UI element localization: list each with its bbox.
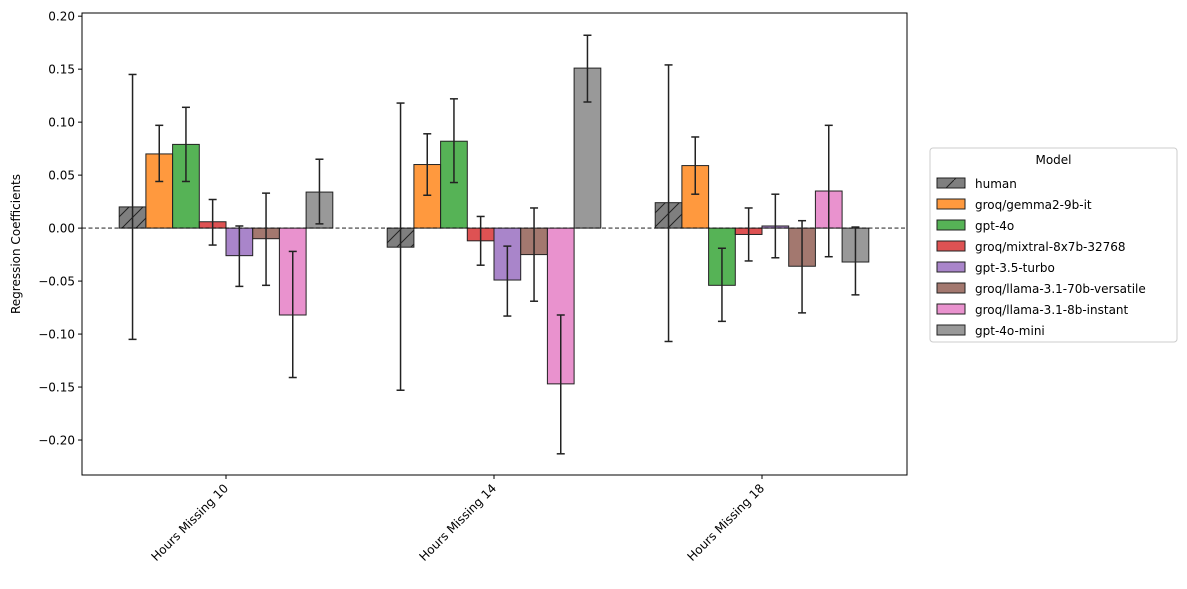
error-bar-groq-llama-3-1-70b-versatile-hours-missing-14	[530, 207, 539, 302]
legend-label: gpt-3.5-turbo	[975, 261, 1055, 275]
y-tick-label: 0.10	[48, 116, 75, 130]
y-tick-label: −0.10	[38, 328, 75, 342]
error-bar-gpt-4o-hours-missing-18	[717, 247, 726, 323]
legend-item-groq-mixtral-8x7b-32768: groq/mixtral-8x7b-32768	[936, 240, 1126, 254]
error-bar-groq-llama-3-1-70b-versatile-hours-missing-18	[798, 219, 807, 314]
error-bar-gpt-4o-hours-missing-10	[181, 106, 190, 183]
error-bar-groq-llama-3-1-70b-versatile-hours-missing-10	[262, 192, 271, 287]
error-bar-groq-gemma2-9b-it-hours-missing-10	[155, 124, 164, 183]
legend: Model human groq/gemma2-9b-it gpt-4o groq/m…	[929, 147, 1178, 343]
error-bar-groq-llama-3-1-8b-instant-hours-missing-10	[288, 250, 297, 379]
x-tick-label: Hours Missing 10	[149, 481, 232, 564]
legend-label: groq/mixtral-8x7b-32768	[975, 240, 1126, 254]
error-bar-gpt-4o-hours-missing-14	[449, 98, 458, 184]
x-axis: Hours Missing 10 Hours Missing 14 Hours Mi…	[149, 475, 768, 564]
error-bar-gpt-4o-mini-hours-missing-18	[851, 226, 860, 296]
x-tick-label: Hours Missing 14	[417, 481, 500, 564]
legend-label: gpt-4o	[975, 219, 1014, 233]
y-tick-label: −0.20	[38, 434, 75, 448]
legend-label: groq/llama-3.1-70b-versatile	[975, 282, 1146, 296]
x-tick-label: Hours Missing 18	[685, 481, 768, 564]
legend-swatch	[936, 240, 966, 252]
error-bars-layer	[128, 34, 860, 455]
legend-item-gpt-4o: gpt-4o	[936, 219, 1014, 233]
error-bar-groq-llama-3-1-8b-instant-hours-missing-14	[556, 314, 565, 455]
error-bar-gpt-3-5-turbo-hours-missing-14	[503, 245, 512, 317]
error-bar-human-hours-missing-10	[128, 73, 137, 341]
bars-layer	[118, 67, 870, 385]
error-bar-human-hours-missing-14	[396, 102, 405, 391]
error-bar-groq-gemma2-9b-it-hours-missing-14	[423, 133, 432, 197]
legend-item-groq-llama-3-1-8b-instant: groq/llama-3.1-8b-instant	[936, 303, 1129, 317]
legend-title: Model	[1035, 153, 1071, 167]
y-tick-label: −0.15	[38, 381, 75, 395]
legend-label: human	[975, 177, 1017, 191]
error-bar-gpt-4o-mini-hours-missing-10	[315, 158, 324, 225]
legend-swatch	[936, 282, 966, 294]
legend-swatch	[936, 261, 966, 273]
legend-label: gpt-4o-mini	[975, 324, 1045, 338]
legend-swatch	[936, 198, 966, 210]
error-bar-groq-mixtral-8x7b-32768-hours-missing-10	[208, 198, 217, 246]
y-tick-label: 0.15	[48, 63, 75, 77]
legend-swatch	[936, 177, 966, 189]
error-bar-groq-gemma2-9b-it-hours-missing-18	[691, 136, 700, 195]
legend-swatch	[936, 303, 966, 315]
legend-box	[929, 147, 1178, 343]
y-axis-label: Regression Coefficients	[9, 174, 23, 314]
error-bar-groq-mixtral-8x7b-32768-hours-missing-14	[476, 215, 485, 266]
legend-item-groq-llama-3-1-70b-versatile: groq/llama-3.1-70b-versatile	[936, 282, 1146, 296]
legend-label: groq/llama-3.1-8b-instant	[975, 303, 1129, 317]
error-bar-gpt-4o-mini-hours-missing-14	[583, 34, 592, 103]
legend-item-groq-gemma2-9b-it: groq/gemma2-9b-it	[936, 198, 1092, 212]
error-bar-groq-llama-3-1-8b-instant-hours-missing-18	[824, 124, 833, 258]
legend-swatch	[936, 219, 966, 231]
error-bar-gpt-3-5-turbo-hours-missing-18	[771, 193, 780, 259]
y-tick-label: 0.00	[48, 222, 75, 236]
y-tick-label: 0.20	[48, 10, 75, 24]
error-bar-gpt-3-5-turbo-hours-missing-10	[235, 225, 244, 288]
legend-item-gpt-4o-mini: gpt-4o-mini	[936, 324, 1045, 338]
legend-label: groq/gemma2-9b-it	[975, 198, 1092, 212]
y-tick-label: −0.05	[38, 275, 75, 289]
y-axis: −0.20 −0.15 −0.10 −0.05 0.00 0.05 0.10 0.15 0.20	[38, 10, 82, 448]
legend-item-gpt-3-5-turbo: gpt-3.5-turbo	[936, 261, 1055, 275]
error-bar-human-hours-missing-18	[664, 64, 673, 343]
legend-item-human: human	[936, 177, 1017, 191]
error-bar-groq-mixtral-8x7b-32768-hours-missing-18	[744, 207, 753, 262]
legend-swatch	[936, 324, 966, 336]
y-tick-label: 0.05	[48, 169, 75, 183]
